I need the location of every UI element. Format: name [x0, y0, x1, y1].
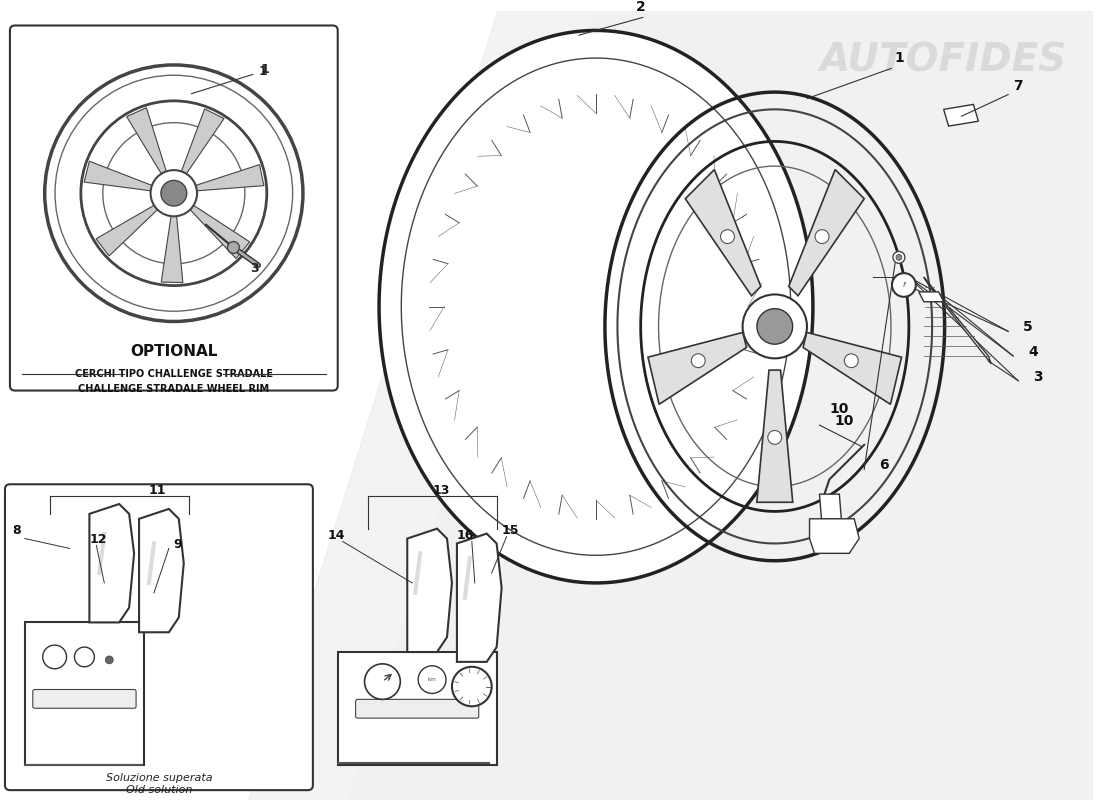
Text: 9: 9	[174, 538, 183, 551]
Text: 14: 14	[328, 529, 345, 542]
Text: 10: 10	[829, 402, 849, 416]
Polygon shape	[96, 206, 157, 256]
Text: 7: 7	[1013, 78, 1023, 93]
Polygon shape	[402, 58, 791, 555]
Polygon shape	[348, 10, 1092, 800]
Text: 3: 3	[251, 262, 258, 275]
Text: 2: 2	[636, 0, 646, 14]
Circle shape	[228, 242, 240, 254]
Circle shape	[896, 254, 902, 260]
Circle shape	[892, 273, 916, 297]
Polygon shape	[162, 216, 183, 282]
Polygon shape	[803, 332, 902, 404]
Circle shape	[893, 251, 905, 263]
Polygon shape	[84, 162, 152, 191]
Polygon shape	[25, 622, 144, 766]
Text: a passion for parts...: a passion for parts...	[551, 374, 740, 476]
Text: CERCHI TIPO CHALLENGE STRADALE: CERCHI TIPO CHALLENGE STRADALE	[75, 369, 273, 378]
Text: Old solution: Old solution	[125, 785, 192, 795]
FancyBboxPatch shape	[33, 690, 136, 708]
FancyBboxPatch shape	[10, 26, 338, 390]
Text: 11: 11	[148, 484, 166, 497]
Polygon shape	[456, 534, 502, 662]
Polygon shape	[924, 277, 991, 364]
Circle shape	[106, 656, 113, 664]
Text: 4: 4	[1028, 345, 1037, 359]
Polygon shape	[89, 504, 134, 622]
Text: 15: 15	[502, 524, 519, 537]
Polygon shape	[139, 509, 184, 632]
Text: 5: 5	[1023, 320, 1033, 334]
FancyBboxPatch shape	[6, 484, 312, 790]
Circle shape	[75, 647, 95, 667]
Text: 6: 6	[879, 458, 889, 473]
Text: 1: 1	[191, 65, 267, 94]
Text: 16: 16	[456, 529, 474, 542]
Text: 1: 1	[261, 63, 270, 76]
Text: 12: 12	[89, 534, 107, 546]
Polygon shape	[379, 30, 813, 583]
Polygon shape	[648, 332, 747, 404]
Text: 13: 13	[432, 484, 450, 497]
Text: f: f	[903, 282, 905, 288]
Polygon shape	[126, 108, 166, 174]
Polygon shape	[685, 170, 761, 296]
Polygon shape	[182, 109, 224, 174]
Text: km: km	[428, 677, 437, 682]
Circle shape	[691, 354, 705, 368]
Text: OPTIONAL: OPTIONAL	[130, 343, 218, 358]
Polygon shape	[757, 370, 793, 502]
Polygon shape	[190, 206, 250, 258]
Text: 10: 10	[835, 414, 854, 428]
Polygon shape	[249, 10, 1092, 800]
Polygon shape	[789, 170, 865, 296]
Text: 3: 3	[1033, 370, 1043, 384]
Polygon shape	[810, 519, 859, 554]
Circle shape	[768, 430, 782, 444]
Polygon shape	[338, 652, 496, 766]
Circle shape	[815, 230, 829, 243]
Circle shape	[742, 294, 807, 358]
Circle shape	[757, 309, 793, 344]
FancyBboxPatch shape	[355, 699, 478, 718]
Text: AUTOFIDES: AUTOFIDES	[820, 41, 1067, 79]
Circle shape	[720, 230, 735, 243]
Polygon shape	[944, 105, 978, 126]
Polygon shape	[407, 529, 452, 652]
Text: Soluzione superata: Soluzione superata	[106, 774, 212, 783]
Polygon shape	[918, 292, 944, 302]
Circle shape	[845, 354, 858, 368]
Circle shape	[364, 664, 400, 699]
Polygon shape	[820, 494, 842, 519]
Circle shape	[418, 666, 446, 694]
Polygon shape	[196, 165, 264, 191]
Text: 1: 1	[894, 51, 904, 66]
Circle shape	[161, 180, 187, 206]
Text: CHALLENGE STRADALE WHEEL RIM: CHALLENGE STRADALE WHEEL RIM	[78, 383, 270, 394]
Text: 8: 8	[12, 524, 21, 537]
Circle shape	[43, 645, 67, 669]
Circle shape	[452, 667, 492, 706]
Circle shape	[151, 170, 197, 216]
